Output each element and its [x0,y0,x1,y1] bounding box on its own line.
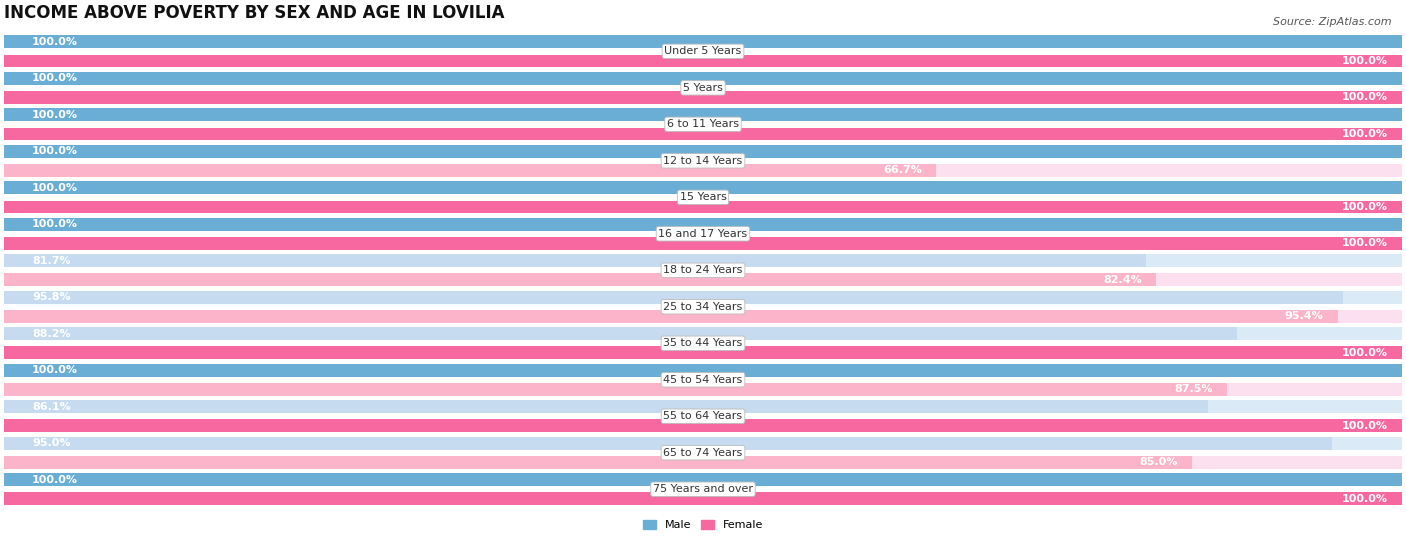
Text: 82.4%: 82.4% [1104,275,1142,285]
Bar [4,273,1402,286]
Text: 100.0%: 100.0% [1341,238,1388,248]
Bar [4,108,1402,121]
Text: 65 to 74 Years: 65 to 74 Years [664,448,742,458]
Text: 100.0%: 100.0% [1341,421,1388,431]
Bar [4,291,1402,304]
Text: 16 and 17 Years: 16 and 17 Years [658,229,748,239]
Text: 35 to 44 Years: 35 to 44 Years [664,338,742,348]
Text: 15 Years: 15 Years [679,193,727,203]
Text: Under 5 Years: Under 5 Years [665,46,741,56]
Bar [4,420,1402,432]
Bar [4,200,1402,213]
Text: Source: ZipAtlas.com: Source: ZipAtlas.com [1274,17,1392,27]
Bar [4,200,1402,213]
Bar [4,473,1402,486]
Text: 95.4%: 95.4% [1285,311,1323,321]
Text: 100.0%: 100.0% [1341,348,1388,358]
Text: 100.0%: 100.0% [32,146,79,156]
Bar [4,493,1402,506]
Text: 100.0%: 100.0% [1341,494,1388,504]
Text: 66.7%: 66.7% [883,165,922,175]
Text: 95.8%: 95.8% [32,292,70,302]
Text: 100.0%: 100.0% [32,365,79,375]
Bar [4,145,1402,157]
Bar [4,218,1402,230]
Bar [4,456,1402,469]
Text: 85.0%: 85.0% [1140,458,1178,468]
Bar [4,55,1402,68]
Text: 18 to 24 Years: 18 to 24 Years [664,265,742,275]
Text: 100.0%: 100.0% [1341,129,1388,139]
Bar [4,108,1402,121]
Text: 100.0%: 100.0% [32,110,79,120]
Bar [4,181,1402,194]
Bar [4,456,1192,469]
Text: 5 Years: 5 Years [683,83,723,93]
Text: 87.5%: 87.5% [1174,384,1213,395]
Bar [4,420,1402,432]
Text: 81.7%: 81.7% [32,256,70,266]
Text: 100.0%: 100.0% [32,182,79,193]
Bar [4,364,1402,377]
Bar [4,327,1402,340]
Text: 6 to 11 Years: 6 to 11 Years [666,119,740,129]
Bar [4,327,1237,340]
Text: 45 to 54 Years: 45 to 54 Years [664,375,742,385]
Bar [4,35,1402,48]
Text: 55 to 64 Years: 55 to 64 Years [664,411,742,421]
Bar [4,218,1402,230]
Bar [4,347,1402,359]
Bar [4,291,1343,304]
Bar [4,254,1402,267]
Bar [4,128,1402,141]
Bar [4,383,1402,396]
Bar [4,145,1402,157]
Text: INCOME ABOVE POVERTY BY SEX AND AGE IN LOVILIA: INCOME ABOVE POVERTY BY SEX AND AGE IN L… [4,4,505,22]
Bar [4,164,1402,177]
Text: 100.0%: 100.0% [32,219,79,229]
Bar [4,493,1402,506]
Text: 100.0%: 100.0% [1341,56,1388,66]
Bar [4,237,1402,250]
Bar [4,383,1227,396]
Bar [4,254,1146,267]
Text: 95.0%: 95.0% [32,438,70,448]
Legend: Male, Female: Male, Female [638,516,768,535]
Text: 100.0%: 100.0% [32,37,79,47]
Bar [4,347,1402,359]
Text: 100.0%: 100.0% [1341,93,1388,103]
Bar [4,128,1402,141]
Bar [4,237,1402,250]
Bar [4,437,1331,450]
Bar [4,72,1402,85]
Bar [4,437,1402,450]
Bar [4,91,1402,104]
Text: 25 to 34 Years: 25 to 34 Years [664,302,742,312]
Bar [4,181,1402,194]
Text: 100.0%: 100.0% [32,475,79,484]
Text: 100.0%: 100.0% [1341,202,1388,212]
Bar [4,35,1402,48]
Text: 75 Years and over: 75 Years and over [652,484,754,494]
Bar [4,473,1402,486]
Bar [4,273,1156,286]
Bar [4,400,1208,413]
Bar [4,400,1402,413]
Bar [4,364,1402,377]
Bar [4,310,1337,323]
Bar [4,55,1402,68]
Text: 12 to 14 Years: 12 to 14 Years [664,156,742,166]
Text: 86.1%: 86.1% [32,402,70,412]
Text: 100.0%: 100.0% [32,73,79,83]
Bar [4,72,1402,85]
Bar [4,310,1402,323]
Bar [4,164,936,177]
Text: 88.2%: 88.2% [32,329,70,339]
Bar [4,91,1402,104]
